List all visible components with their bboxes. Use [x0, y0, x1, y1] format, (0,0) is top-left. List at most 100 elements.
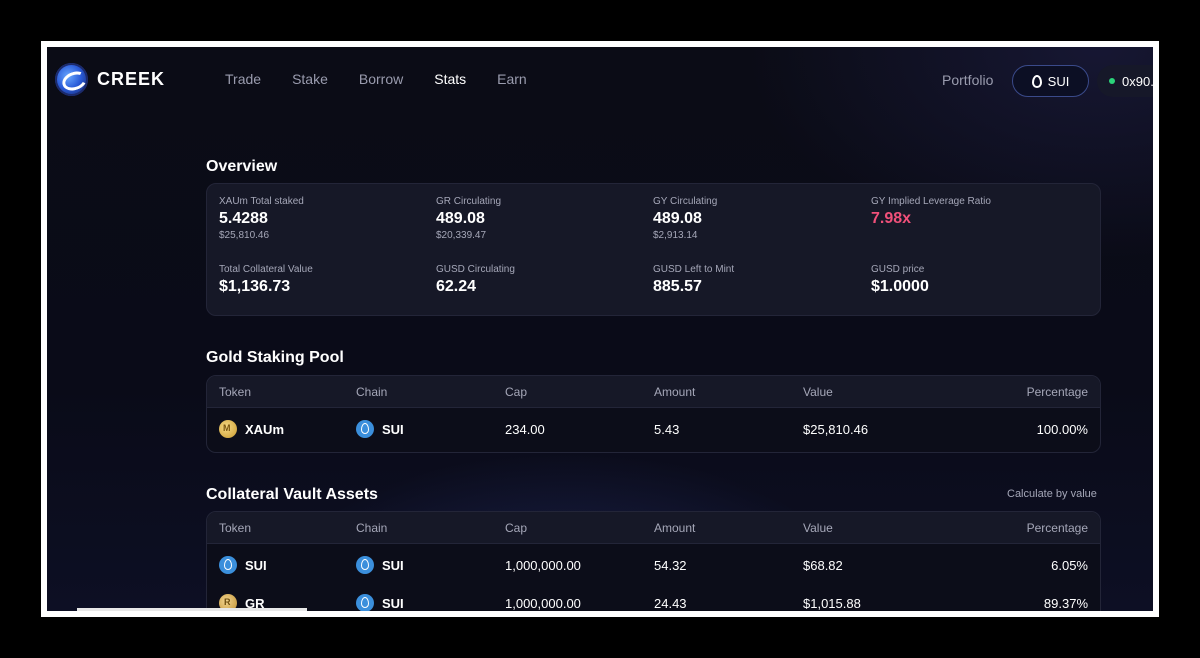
- stat-value: 489.08: [436, 210, 485, 227]
- creek-logo-icon: [55, 63, 88, 96]
- cell-percentage: 100.00%: [1036, 422, 1088, 437]
- chain-label: SUI: [1047, 73, 1070, 89]
- nav-trade[interactable]: Trade: [225, 71, 262, 87]
- col-percentage: Percentage: [1026, 385, 1088, 399]
- table-row[interactable]: SUI SUI 1,000,000.00 54.32 $68.82 6.05%: [207, 544, 1100, 582]
- cell-chain: SUI: [356, 594, 404, 611]
- stat-value: 5.4288: [219, 210, 268, 227]
- cell-percentage: 6.05%: [1051, 558, 1088, 573]
- cell-value: $25,810.46: [803, 422, 869, 437]
- sui-drop-icon: [1031, 74, 1042, 88]
- col-amount: Amount: [654, 521, 696, 535]
- stat-value: 885.57: [653, 278, 702, 295]
- sui-token-icon: [219, 556, 237, 574]
- token-name: XAUm: [245, 421, 285, 437]
- gold-pool-table: Token Chain Cap Amount Value Percentage …: [206, 375, 1101, 453]
- stat-sub: $25,810.46: [219, 230, 270, 241]
- stat-label: Total Collateral Value: [219, 264, 313, 275]
- cell-value: $1,015.88: [803, 596, 861, 611]
- stat-label: GUSD Circulating: [436, 264, 515, 275]
- stat-value: 7.98x: [871, 210, 912, 227]
- gold-pool-title: Gold Staking Pool: [206, 349, 344, 366]
- sui-chain-icon: [356, 556, 374, 574]
- cell-chain: SUI: [356, 556, 404, 574]
- calculate-by-value-toggle[interactable]: Calculate by value: [1007, 488, 1097, 500]
- cell-percentage: 89.37%: [1043, 596, 1088, 611]
- cell-chain: SUI: [356, 420, 404, 438]
- stat-gusd-left-to-mint: GUSD Left to Mint 885.57: [653, 264, 734, 296]
- cell-amount: 24.43: [654, 596, 687, 611]
- stat-sub: $2,913.14: [653, 230, 698, 241]
- nav-borrow[interactable]: Borrow: [358, 71, 404, 87]
- stat-gusd-price: GUSD price $1.0000: [871, 264, 929, 296]
- col-chain: Chain: [356, 385, 388, 399]
- col-cap: Cap: [505, 521, 528, 535]
- chain-name: SUI: [382, 557, 404, 573]
- cell-value: $68.82: [803, 558, 843, 573]
- stat-value: 62.24: [436, 278, 477, 295]
- stat-label: GY Circulating: [653, 196, 718, 207]
- app-viewport: CREEK Trade Stake Borrow Stats Earn Port…: [47, 47, 1153, 611]
- cell-cap: 1,000,000.00: [505, 596, 581, 611]
- col-chain: Chain: [356, 521, 388, 535]
- col-token: Token: [219, 521, 252, 535]
- stat-gy-circulating: GY Circulating 489.08 $2,913.14: [653, 196, 717, 241]
- nav-stats[interactable]: Stats: [434, 71, 467, 87]
- stat-gy-leverage-ratio: GY Implied Leverage Ratio 7.98x: [871, 196, 991, 228]
- chain-name: SUI: [382, 595, 404, 611]
- col-token: Token: [219, 385, 252, 399]
- stat-label: GUSD Left to Mint: [653, 264, 735, 275]
- table-header: Token Chain Cap Amount Value Percentage: [207, 512, 1100, 544]
- stat-label: XAUm Total staked: [219, 196, 304, 207]
- cell-cap: 234.00: [505, 422, 545, 437]
- wallet-address: 0x90...: [1122, 73, 1153, 89]
- overview-title: Overview: [206, 158, 278, 175]
- sui-chain-icon: [356, 420, 374, 438]
- table-row[interactable]: GR SUI 1,000,000.00 24.43 $1,015.88 89.3…: [207, 582, 1100, 611]
- cell-cap: 1,000,000.00: [505, 558, 581, 573]
- stat-gr-circulating: GR Circulating 489.08 $20,339.47: [436, 196, 501, 241]
- col-percentage: Percentage: [1026, 521, 1088, 535]
- stat-label: GY Implied Leverage Ratio: [871, 196, 991, 207]
- token-name: GR: [245, 595, 265, 611]
- logo[interactable]: CREEK: [55, 63, 165, 96]
- stat-value: $1.0000: [871, 278, 929, 295]
- cell-amount: 54.32: [654, 558, 687, 573]
- col-value: Value: [803, 385, 833, 399]
- nav-stake[interactable]: Stake: [292, 71, 328, 87]
- cell-token: GR: [219, 594, 265, 611]
- chain-name: SUI: [382, 421, 404, 437]
- collateral-title: Collateral Vault Assets: [206, 486, 378, 503]
- table-row[interactable]: XAUm SUI 234.00 5.43 $25,810.46 100.00%: [207, 408, 1100, 452]
- cell-token: XAUm: [219, 420, 284, 438]
- stat-total-collateral-value: Total Collateral Value $1,136.73: [219, 264, 313, 296]
- sui-chain-icon: [356, 594, 374, 611]
- portfolio-link[interactable]: Portfolio: [942, 72, 994, 88]
- connected-status-icon: [1109, 78, 1115, 84]
- col-cap: Cap: [505, 385, 528, 399]
- collateral-table: Token Chain Cap Amount Value Percentage …: [206, 511, 1101, 611]
- stat-sub: $20,339.47: [436, 230, 487, 241]
- top-header: CREEK Trade Stake Borrow Stats Earn Port…: [47, 47, 1153, 113]
- stat-label: GUSD price: [871, 264, 925, 275]
- overview-panel: XAUm Total staked 5.4288 $25,810.46 GR C…: [206, 183, 1101, 316]
- stat-gusd-circulating: GUSD Circulating 62.24: [436, 264, 515, 296]
- cell-amount: 5.43: [654, 422, 680, 437]
- table-header: Token Chain Cap Amount Value Percentage: [207, 376, 1100, 408]
- stat-value: $1,136.73: [219, 278, 291, 295]
- scroll-indicator: [77, 608, 307, 611]
- cell-token: SUI: [219, 556, 267, 574]
- logo-text: CREEK: [97, 69, 166, 89]
- wallet-address-button[interactable]: 0x90...: [1097, 65, 1153, 97]
- col-value: Value: [803, 521, 833, 535]
- nav-earn[interactable]: Earn: [497, 71, 527, 87]
- gr-token-icon: [219, 594, 237, 611]
- token-name: SUI: [245, 557, 267, 573]
- stat-xaum-total-staked: XAUm Total staked 5.4288 $25,810.46: [219, 196, 304, 241]
- stat-value: 489.08: [653, 210, 702, 227]
- col-amount: Amount: [654, 385, 696, 399]
- stat-label: GR Circulating: [436, 196, 502, 207]
- chain-selector-button[interactable]: SUI: [1012, 65, 1089, 97]
- xaum-token-icon: [219, 420, 237, 438]
- main-nav: Trade Stake Borrow Stats Earn: [225, 71, 527, 87]
